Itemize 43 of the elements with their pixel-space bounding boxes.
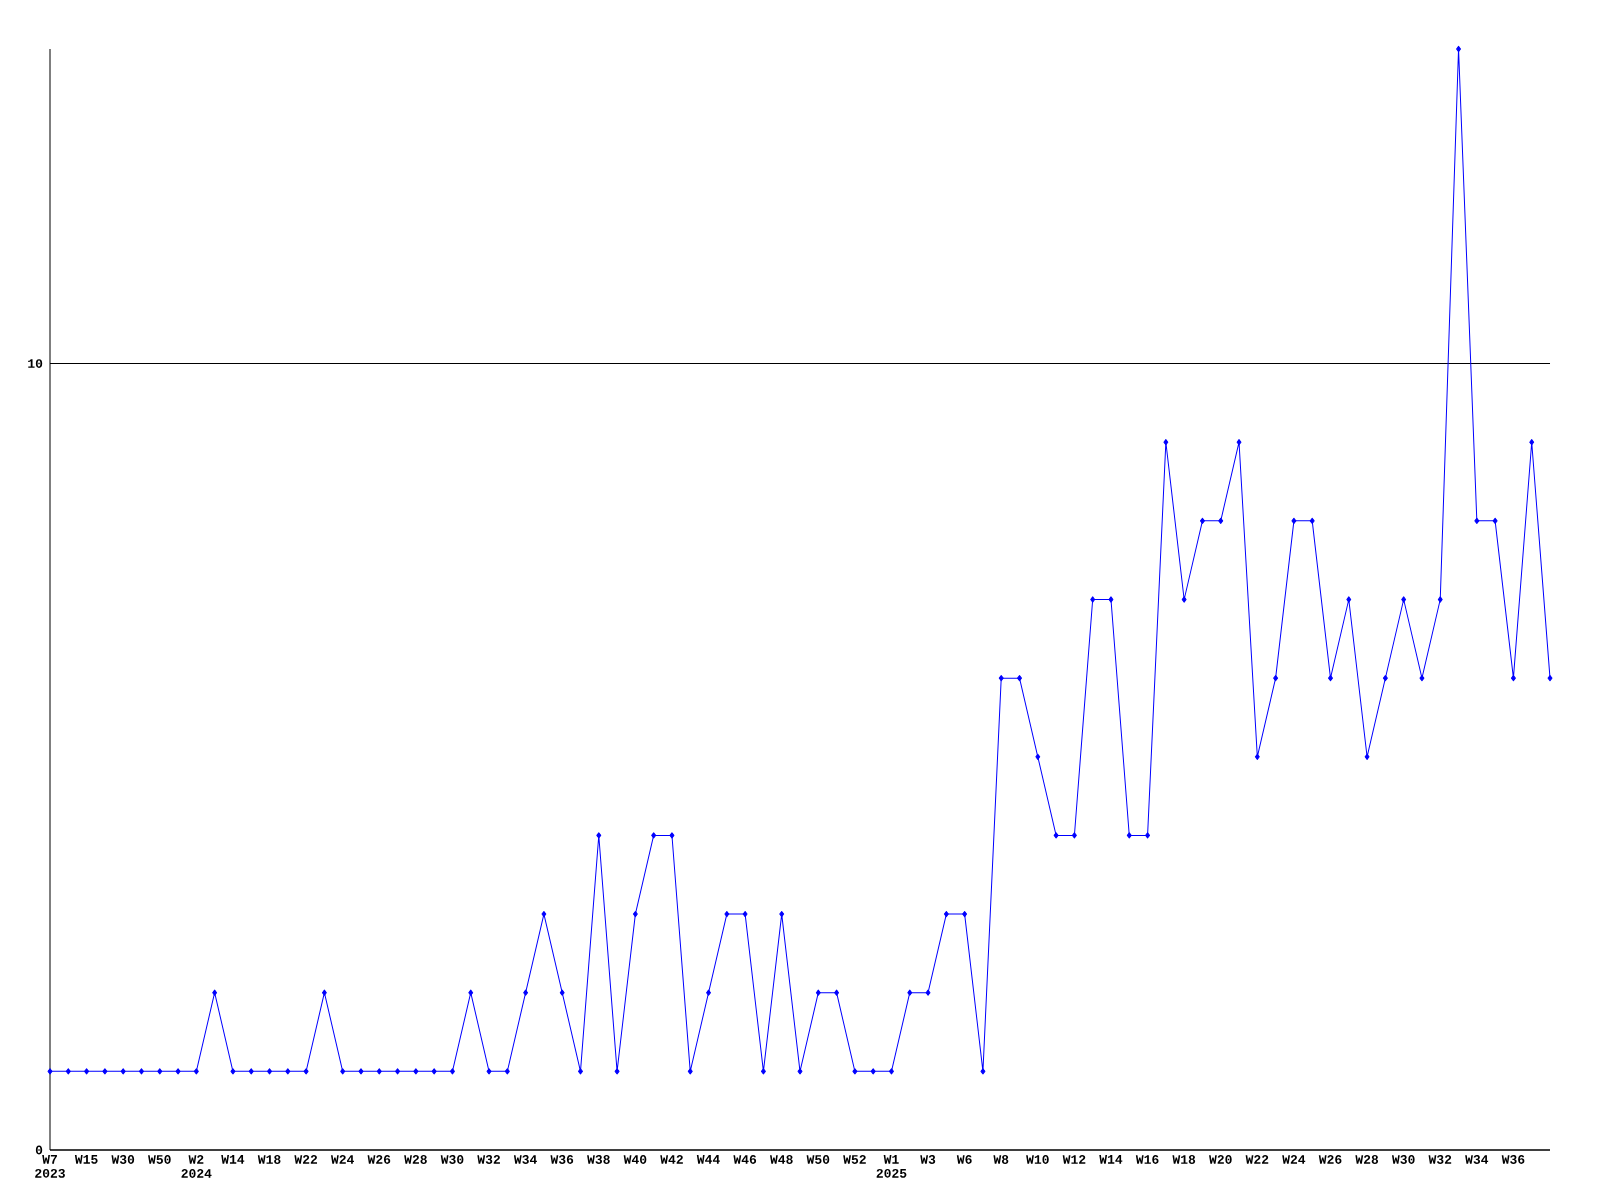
x-tick-label: W30 [111, 1155, 135, 1164]
x-tick-label: W22 [294, 1155, 318, 1164]
x-tick-label: W20 [1209, 1155, 1232, 1164]
x-tick-label: W6 [956, 1155, 972, 1164]
x-tick-label: W24 [330, 1155, 354, 1164]
x-tick-label: W52 [843, 1155, 866, 1164]
x-tick-label: W50 [806, 1155, 830, 1164]
x-tick-label: W48 [770, 1155, 793, 1164]
x-tick-label: W46 [733, 1155, 757, 1164]
x-tick-label: W38 [587, 1155, 610, 1164]
x-tick-label: W18 [1172, 1155, 1196, 1164]
x-tick-label: W10 [1026, 1155, 1049, 1164]
x-tick-label: W14 [221, 1155, 245, 1164]
x-tick-label: W34 [513, 1155, 537, 1164]
x-tick-label: W3 [920, 1155, 936, 1164]
x-tick-label: W26 [1318, 1155, 1342, 1164]
x-tick-label: W28 [1355, 1155, 1379, 1164]
x-tick-label: W36 [1501, 1155, 1525, 1164]
x-tick-label: W16 [1135, 1155, 1159, 1164]
x-tick-label: W8 [993, 1155, 1009, 1164]
x-tick-label: W34 [1465, 1155, 1489, 1164]
x-tick-label: W36 [550, 1155, 574, 1164]
y-tick-label: 10 [28, 359, 43, 368]
x-tick-label: W12 [1062, 1155, 1086, 1164]
x-tick-label: W18 [257, 1155, 281, 1164]
x-tick-label: W15 [74, 1155, 98, 1164]
x-tick-label: W26 [367, 1155, 391, 1164]
x-tick-label: W30 [1391, 1155, 1415, 1164]
x-tick-label: W22 [1245, 1155, 1269, 1164]
x-tick-label: W1 2025 [876, 1155, 907, 1178]
x-tick-label: W2 2024 [181, 1155, 212, 1178]
x-tick-label: W14 [1099, 1155, 1123, 1164]
x-tick-label: W24 [1282, 1155, 1306, 1164]
x-tick-label: W30 [440, 1155, 464, 1164]
x-tick-label: W40 [623, 1155, 647, 1164]
x-tick-label: W50 [148, 1155, 171, 1164]
x-tick-label: W7 2023 [35, 1155, 65, 1178]
x-tick-label: W42 [660, 1155, 683, 1164]
y-tick-label: 0 [35, 1145, 43, 1155]
x-tick-label: W32 [477, 1155, 500, 1164]
x-tick-label: W32 [1428, 1155, 1452, 1164]
x-tick-label: W44 [696, 1155, 720, 1164]
x-tick-label: W28 [404, 1155, 427, 1164]
